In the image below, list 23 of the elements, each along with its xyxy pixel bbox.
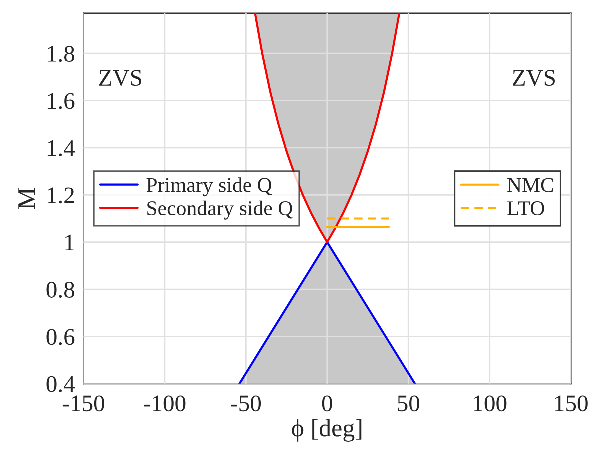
x-tick-label: -50 — [231, 396, 262, 412]
y-tick-label: 1 — [66, 234, 74, 251]
annotation: ZVS — [99, 70, 142, 86]
legend-label: NMC — [508, 178, 554, 192]
x-tick-label: 150 — [555, 396, 588, 412]
x-axis-title: ϕ [deg] — [292, 419, 362, 442]
x-tick-label: 100 — [474, 396, 507, 412]
x-tick-label: -150 — [62, 396, 104, 412]
y-axis-title: M — [18, 188, 35, 210]
y-tick-label: 1.8 — [48, 46, 74, 62]
legend-label: Primary side Q — [146, 178, 272, 197]
y-tick-label: 1.6 — [48, 93, 75, 110]
legend-label: Secondary side Q — [148, 200, 293, 220]
x-tick-label: -100 — [144, 396, 186, 412]
y-tick-label: 0.6 — [46, 329, 75, 346]
y-tick-label: 1.2 — [48, 188, 74, 204]
x-tick-label: 0 — [322, 396, 332, 412]
x-tick-label: 50 — [398, 396, 420, 412]
y-tick-label: 1.4 — [48, 140, 76, 156]
annotation: ZVS — [512, 70, 556, 86]
y-tick-label: 0.4 — [46, 376, 76, 392]
legend-label: LTO — [508, 202, 544, 216]
y-tick-label: 0.8 — [46, 282, 74, 298]
